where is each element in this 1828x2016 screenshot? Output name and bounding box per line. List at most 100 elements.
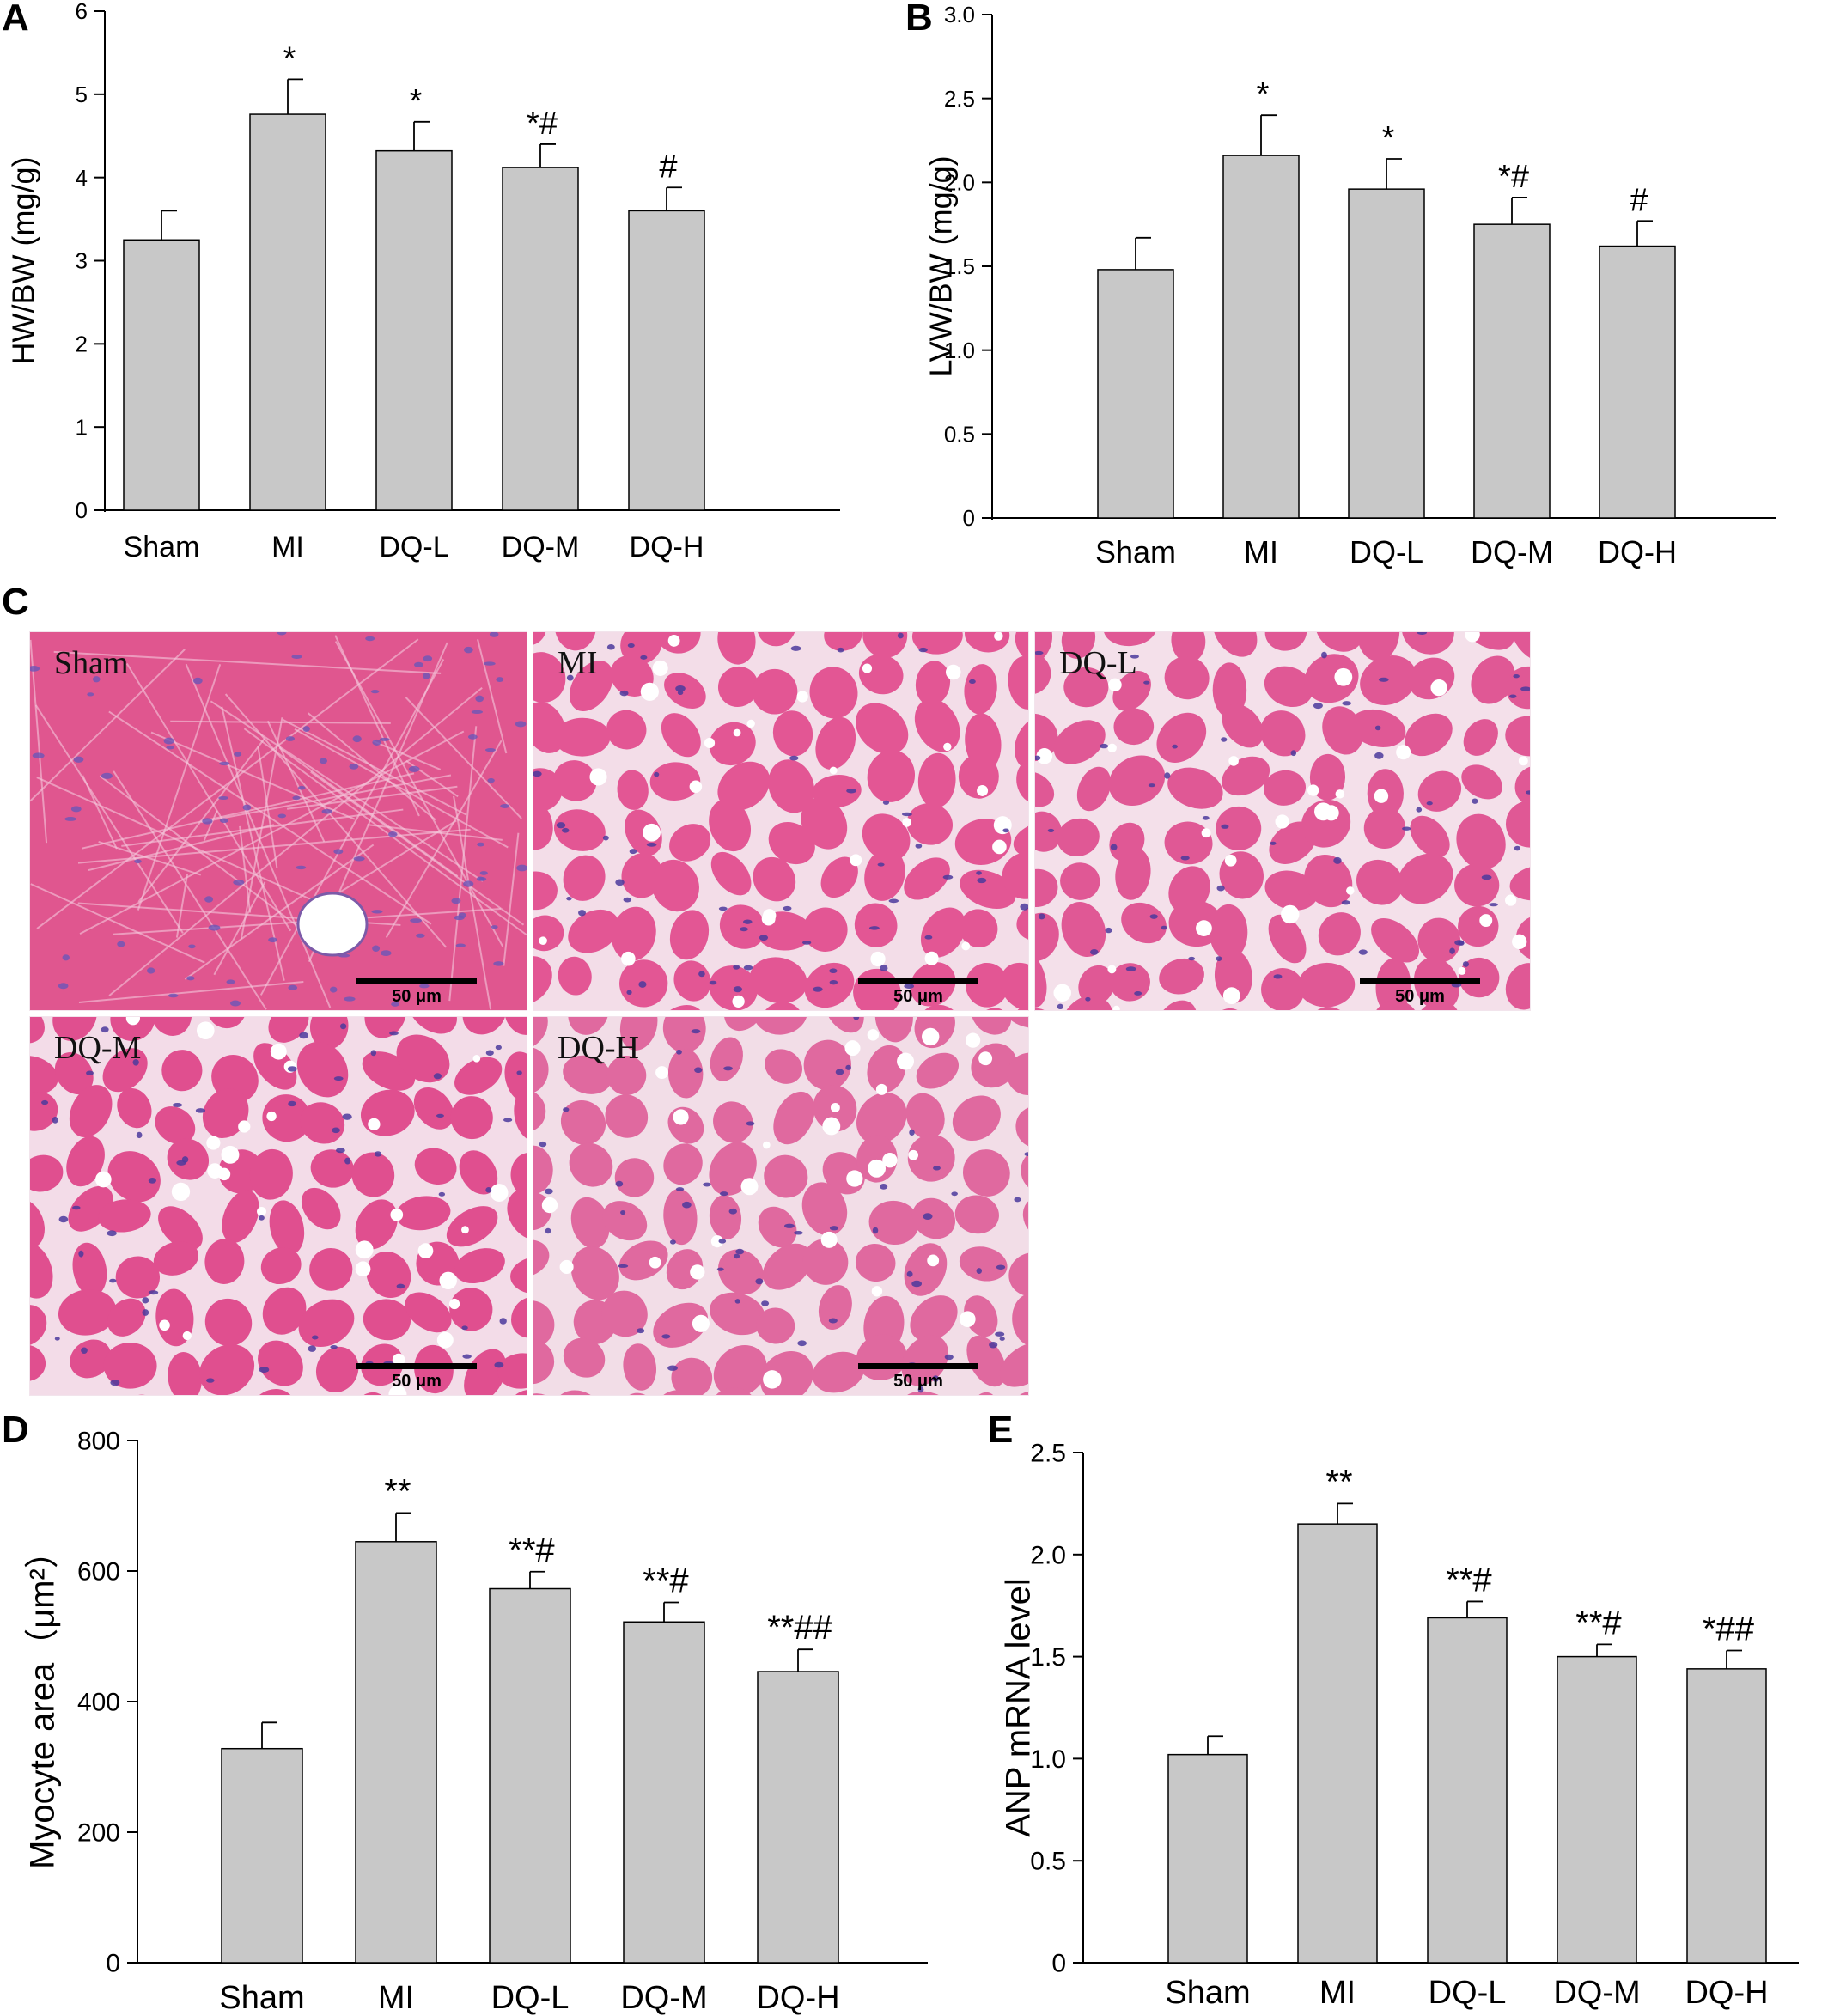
myocyte bbox=[867, 750, 916, 802]
nucleus bbox=[487, 777, 495, 783]
myocyte bbox=[1505, 716, 1530, 757]
nucleus bbox=[259, 1367, 270, 1373]
fiber-gap bbox=[310, 770, 525, 926]
myocyte bbox=[1168, 900, 1223, 947]
vacuole bbox=[908, 1149, 919, 1160]
myocyte bbox=[66, 1136, 105, 1187]
fiber-gap bbox=[88, 824, 275, 872]
myocyte bbox=[905, 1093, 945, 1140]
category-label: DQ-M bbox=[620, 1980, 707, 2016]
fiber-gap bbox=[121, 808, 404, 847]
fiber-gap bbox=[372, 740, 442, 770]
nucleus bbox=[734, 1299, 740, 1304]
vacuole bbox=[472, 1055, 481, 1063]
myocyte bbox=[150, 1017, 192, 1036]
myocyte bbox=[966, 962, 1008, 1008]
nucleus bbox=[101, 1026, 109, 1033]
vacuole bbox=[266, 1111, 277, 1122]
myocyte bbox=[268, 1017, 309, 1043]
nucleus bbox=[675, 685, 686, 692]
nucleus bbox=[463, 646, 473, 654]
nucleus bbox=[136, 1131, 143, 1139]
nucleus bbox=[58, 1215, 69, 1223]
nucleus bbox=[1342, 701, 1351, 706]
vacuole bbox=[740, 1178, 759, 1196]
myocyte bbox=[533, 1338, 555, 1385]
nucleus bbox=[794, 1231, 803, 1235]
nucleus bbox=[743, 965, 753, 971]
nucleus bbox=[1525, 790, 1530, 795]
myocyte bbox=[533, 1089, 546, 1132]
myocyte bbox=[533, 871, 558, 911]
tissue-image bbox=[30, 632, 527, 1010]
micrograph-dq-l: DQ-L 50 μm bbox=[1034, 631, 1531, 1011]
nucleus bbox=[911, 1280, 923, 1288]
nucleus bbox=[491, 925, 498, 929]
vacuole bbox=[1108, 678, 1122, 692]
myocyte bbox=[1016, 760, 1028, 803]
nucleus bbox=[1149, 914, 1158, 919]
myocyte bbox=[222, 1190, 259, 1243]
nucleus bbox=[682, 1201, 692, 1209]
nucleus bbox=[1290, 750, 1297, 757]
y-tick-label: 200 bbox=[77, 1819, 120, 1848]
nucleus bbox=[1508, 694, 1517, 698]
myocyte bbox=[723, 1017, 765, 1032]
myocyte bbox=[52, 1017, 97, 1041]
nucleus bbox=[1130, 654, 1139, 659]
myocyte bbox=[1035, 951, 1047, 1008]
myocyte bbox=[315, 1346, 359, 1393]
myocyte bbox=[1035, 868, 1058, 907]
nucleus bbox=[226, 979, 235, 984]
myocyte bbox=[533, 768, 563, 812]
nucleus bbox=[387, 831, 398, 837]
nucleus bbox=[132, 1059, 139, 1066]
myocyte bbox=[533, 1192, 551, 1231]
panel-letter-a: A bbox=[2, 0, 29, 39]
nucleus bbox=[277, 632, 287, 636]
fiber-gap bbox=[210, 700, 484, 882]
fiber-gap bbox=[286, 785, 458, 810]
nucleus bbox=[829, 979, 838, 985]
nucleus bbox=[493, 961, 504, 966]
nucleus bbox=[52, 1116, 58, 1124]
nucleus bbox=[1458, 941, 1465, 946]
vacuole bbox=[655, 1066, 668, 1080]
myocyte bbox=[1213, 632, 1258, 657]
vacuole bbox=[673, 1109, 689, 1125]
myocyte bbox=[258, 1340, 303, 1386]
myocyte bbox=[504, 1051, 527, 1103]
myocyte bbox=[1397, 853, 1453, 904]
myocyte bbox=[602, 1201, 648, 1241]
nucleus bbox=[396, 1283, 405, 1289]
myocyte bbox=[563, 855, 606, 901]
nucleus bbox=[723, 1066, 733, 1071]
myocyte bbox=[1297, 962, 1356, 1008]
nucleus bbox=[783, 905, 792, 911]
vacuole bbox=[1479, 914, 1493, 928]
nucleus bbox=[349, 764, 359, 770]
nucleus bbox=[410, 918, 422, 923]
myocyte bbox=[363, 1299, 411, 1341]
fiber-gap bbox=[334, 635, 420, 817]
micrograph-label: DQ-H bbox=[558, 1030, 639, 1066]
nucleus bbox=[463, 880, 474, 887]
nucleus bbox=[503, 1118, 513, 1123]
myocyte bbox=[533, 1300, 555, 1348]
nucleus bbox=[462, 1354, 472, 1359]
myocyte bbox=[511, 1296, 527, 1338]
nucleus bbox=[485, 1187, 492, 1193]
myocyte bbox=[351, 1152, 395, 1197]
vacuole bbox=[206, 1136, 221, 1150]
myocyte bbox=[760, 1350, 813, 1395]
myocyte bbox=[69, 1085, 113, 1138]
myocyte bbox=[1410, 815, 1450, 858]
myocyte bbox=[414, 1148, 457, 1185]
myocyte bbox=[1263, 770, 1307, 806]
myocyte bbox=[1471, 655, 1515, 704]
nucleus bbox=[846, 788, 856, 794]
nucleus bbox=[259, 1215, 265, 1221]
nucleus bbox=[515, 721, 527, 728]
nucleus bbox=[1402, 826, 1411, 831]
vacuole bbox=[1036, 747, 1053, 764]
